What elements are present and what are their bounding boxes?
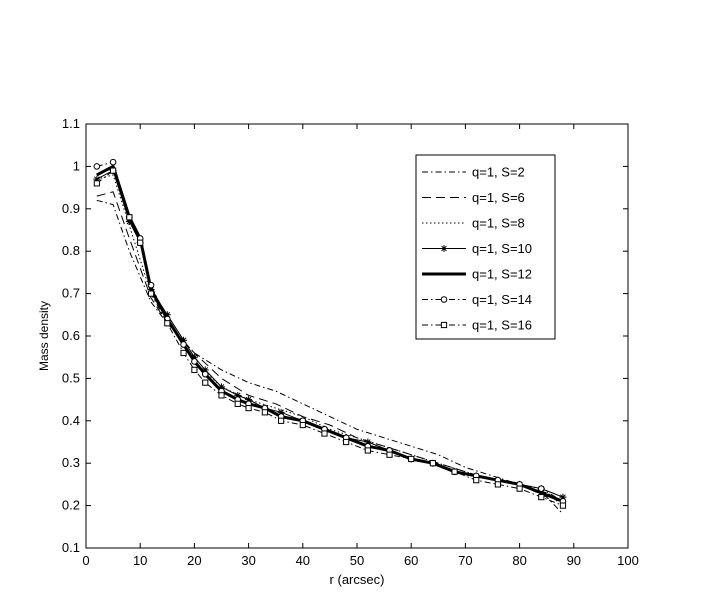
y-axis-ticks: 0.1 0.2 0.3 0.4 0.5 0.6 0.7 0.8 0.9 1 1.1 xyxy=(62,116,628,555)
data-point-star xyxy=(559,493,567,501)
data-point-square xyxy=(191,366,198,374)
y-tick-label: 0.6 xyxy=(62,328,80,343)
y-tick-label: 0.9 xyxy=(62,201,80,216)
x-tick-label: 70 xyxy=(458,553,472,568)
legend-label: q=1, S=8 xyxy=(472,216,525,231)
data-point-square xyxy=(538,494,545,501)
data-point-star xyxy=(201,366,209,374)
x-tick-label: 20 xyxy=(187,553,201,568)
y-tick-label: 0.5 xyxy=(62,370,80,385)
legend-entry: q=1, S=2 xyxy=(422,165,525,180)
data-point-square xyxy=(299,421,306,429)
x-axis-ticks: 0 10 20 30 40 50 60 70 80 90 100 xyxy=(82,124,639,568)
data-point-star xyxy=(218,383,225,391)
y-tick-label: 0.1 xyxy=(62,540,80,555)
data-point-star xyxy=(125,218,133,226)
series-6 xyxy=(93,158,567,505)
x-tick-label: 30 xyxy=(241,553,255,568)
y-axis-label: Mass density xyxy=(37,301,51,371)
y-tick-label: 0.8 xyxy=(62,243,80,258)
y-tick-label: 0.7 xyxy=(62,286,80,301)
data-point-square xyxy=(473,477,480,484)
x-tick-label: 100 xyxy=(617,553,639,568)
legend-label: q=1, S=2 xyxy=(472,165,525,180)
legend-entry: q=1, S=12 xyxy=(422,267,532,282)
series-1 xyxy=(96,199,564,515)
y-tick-label: 0.3 xyxy=(62,455,80,470)
data-point-star xyxy=(440,245,448,252)
data-point-circle xyxy=(180,341,187,348)
data-point-square xyxy=(164,320,171,327)
legend-label: q=1, S=6 xyxy=(472,190,525,205)
data-point-star xyxy=(163,311,171,319)
x-tick-label: 0 xyxy=(82,553,89,568)
legend-label: q=1, S=16 xyxy=(472,318,532,333)
data-point-square xyxy=(137,239,144,246)
x-tick-label: 50 xyxy=(350,553,364,568)
legend-entry: q=1, S=14 xyxy=(422,292,532,307)
data-point-square xyxy=(218,392,225,399)
x-tick-label: 10 xyxy=(133,553,147,568)
y-tick-label: 0.2 xyxy=(62,498,80,513)
data-point-star xyxy=(234,391,242,399)
data-point-star xyxy=(190,353,198,361)
data-point-square xyxy=(440,321,448,329)
data-point-star xyxy=(180,336,188,344)
data-point-circle xyxy=(93,163,101,170)
data-point-square xyxy=(126,214,133,221)
data-point-circle xyxy=(440,296,448,303)
data-point-square xyxy=(278,417,285,424)
legend-label: q=1, S=10 xyxy=(472,241,532,256)
data-point-square xyxy=(494,481,502,488)
data-point-square xyxy=(147,290,155,297)
data-point-square xyxy=(516,485,523,492)
data-point-square xyxy=(261,409,268,416)
data-point-circle xyxy=(201,370,209,378)
data-point-star xyxy=(93,175,101,183)
data-point-square xyxy=(559,502,567,509)
data-point-star xyxy=(364,438,372,446)
y-tick-label: 1 xyxy=(73,158,80,173)
data-point-square xyxy=(93,180,100,187)
x-tick-label: 60 xyxy=(404,553,418,568)
legend-entry: q=1, S=10 xyxy=(422,241,532,256)
data-point-circle xyxy=(147,281,155,289)
data-point-square xyxy=(364,447,371,454)
series-7 xyxy=(93,167,567,509)
legend-entry: q=1, S=8 xyxy=(422,216,525,231)
x-tick-label: 80 xyxy=(512,553,526,568)
data-point-square xyxy=(321,430,328,437)
data-point-square xyxy=(451,468,458,475)
data-point-star xyxy=(245,396,253,404)
data-point-circle xyxy=(191,358,198,365)
data-point-square xyxy=(386,451,393,458)
x-tick-label: 90 xyxy=(567,553,581,568)
data-point-star xyxy=(277,408,285,416)
x-tick-label: 40 xyxy=(296,553,310,568)
data-point-square xyxy=(110,167,117,174)
data-point-circle xyxy=(537,485,545,492)
data-point-square xyxy=(408,455,415,463)
legend: q=1, S=2 q=1, S=6 q=1, S=8 q=1, S=10 q=1, S=… xyxy=(415,154,556,340)
data-point-square xyxy=(245,404,252,412)
data-point-square xyxy=(343,438,350,446)
series-layer xyxy=(93,158,567,515)
series-line xyxy=(96,199,564,515)
data-point-square xyxy=(180,349,187,357)
legend-label: q=1, S=14 xyxy=(472,292,532,307)
legend-entry: q=1, S=16 xyxy=(422,318,532,333)
data-point-circle xyxy=(109,158,117,166)
x-axis-label: r (arcsec) xyxy=(330,572,385,587)
legend-box xyxy=(415,154,556,340)
y-tick-label: 1.1 xyxy=(62,116,80,131)
legend-label: q=1, S=12 xyxy=(472,267,532,282)
data-point-square xyxy=(202,379,209,386)
legend-entry: q=1, S=6 xyxy=(422,190,525,205)
data-point-square xyxy=(234,400,241,407)
data-point-square xyxy=(429,460,436,467)
y-tick-label: 0.4 xyxy=(62,413,80,428)
